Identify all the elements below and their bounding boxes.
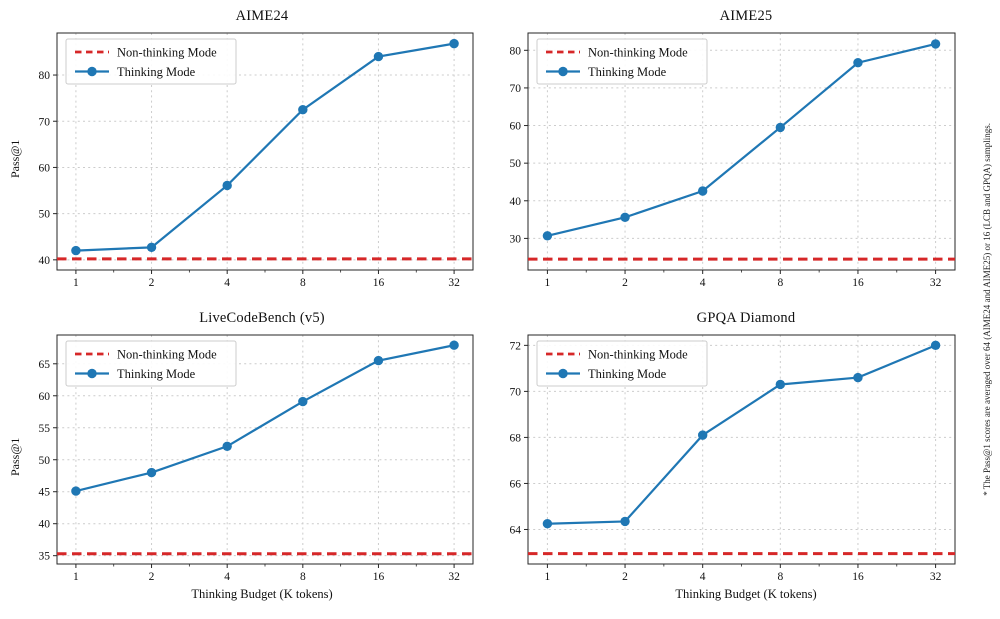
thinking-markers	[542, 340, 941, 529]
svg-text:60: 60	[39, 162, 51, 174]
svg-text:80: 80	[39, 70, 51, 82]
svg-text:1: 1	[545, 571, 551, 583]
plot-livecodebench: 35 40 45 50 55 60 65 1 2 4 8 16 32 Non-thinking Mode T…	[39, 334, 474, 583]
x-axis-label: Thinking Budget (K tokens)	[191, 587, 333, 601]
axis-ticks: 30 40 50 60 70 80 1 2 4 8 16 32	[510, 45, 942, 289]
svg-text:2: 2	[149, 277, 155, 289]
svg-text:1: 1	[545, 277, 551, 289]
chart-row: 64 66 68 70 72 1 2 4 8 16 32 Non-thinking Mode Think…	[494, 328, 964, 586]
thinking-line	[75, 344, 455, 493]
footnote-strip: * The Pass@1 scores are averaged over 64…	[974, 0, 1000, 619]
svg-text:68: 68	[510, 432, 522, 444]
thinking-line	[75, 42, 455, 252]
svg-text:4: 4	[224, 571, 230, 583]
chart-title-aime24: AIME24	[235, 8, 289, 24]
svg-text:35: 35	[39, 551, 51, 563]
svg-text:8: 8	[300, 571, 306, 583]
svg-text:50: 50	[510, 158, 522, 170]
axis-ticks: 35 40 45 50 55 60 65 1 2 4 8 16 32	[39, 359, 461, 583]
svg-text:70: 70	[510, 83, 522, 95]
svg-text:66: 66	[510, 478, 522, 490]
thinking-markers	[542, 39, 941, 241]
svg-text:64: 64	[510, 525, 522, 537]
svg-text:16: 16	[373, 277, 385, 289]
svg-text:4: 4	[700, 277, 706, 289]
chart-row: 30 40 50 60 70 80 1 2 4 8 16 32 Non-thinking Mode Thi…	[494, 26, 964, 292]
legend-label-non-thinking: Non-thinking Mode	[117, 347, 217, 361]
svg-text:60: 60	[510, 121, 522, 133]
svg-text:50: 50	[39, 209, 51, 221]
svg-text:4: 4	[700, 571, 706, 583]
svg-text:8: 8	[777, 277, 783, 289]
chart-row: Pass@1 35 40 45 50 55 60 65 1 2 4 8 16 32 Non-thinkin…	[8, 328, 482, 586]
svg-text:1: 1	[73, 571, 79, 583]
svg-text:55: 55	[39, 423, 51, 435]
x-axis-label: Thinking Budget (K tokens)	[675, 587, 817, 601]
svg-text:32: 32	[448, 571, 460, 583]
svg-text:30: 30	[510, 233, 522, 245]
chart-title-livecodebench: LiveCodeBench (v5)	[199, 310, 325, 326]
axis-ticks: 40 50 60 70 80 1 2 4 8 16 32	[39, 70, 461, 289]
svg-text:2: 2	[149, 571, 155, 583]
legend-label-non-thinking: Non-thinking Mode	[588, 45, 688, 59]
svg-text:32: 32	[930, 277, 942, 289]
chart-panel-livecodebench: LiveCodeBench (v5) Pass@1 35 40 45 50 55 60 65…	[8, 308, 482, 612]
legend-label-thinking: Thinking Mode	[117, 367, 196, 381]
plot-gpqa: 64 66 68 70 72 1 2 4 8 16 32 Non-thinking Mode Think…	[510, 334, 956, 583]
svg-text:4: 4	[224, 277, 230, 289]
legend: Non-thinking Mode Thinking Mode	[65, 340, 237, 387]
svg-text:2: 2	[622, 571, 628, 583]
legend-label-thinking: Thinking Mode	[588, 367, 667, 381]
footnote-text: * The Pass@1 scores are averaged over 64…	[982, 123, 992, 496]
svg-text:70: 70	[510, 386, 522, 398]
svg-text:60: 60	[39, 391, 51, 403]
svg-text:40: 40	[39, 255, 51, 267]
gridlines	[528, 33, 955, 270]
svg-text:50: 50	[39, 455, 51, 467]
svg-text:16: 16	[373, 571, 385, 583]
thinking-markers	[71, 38, 459, 256]
plot-aime24: 40 50 60 70 80 1 2 4 8 16 32 Non-thinking Mode Think…	[39, 32, 474, 289]
chart-row: Pass@1 40 50 60 70 80 1 2 4 8 16 32 Non-thinking Mo…	[8, 26, 482, 292]
thinking-markers	[71, 340, 459, 496]
svg-text:2: 2	[622, 277, 628, 289]
svg-text:8: 8	[777, 571, 783, 583]
y-axis-label: Pass@1	[8, 437, 22, 477]
thinking-line	[547, 42, 936, 237]
chart-panel-aime24: AIME24 Pass@1 40 50 60 70 80 1 2 4 8 16 32 Non-thin…	[8, 6, 482, 300]
legend: Non-thinking Mode Thinking Mode	[536, 340, 708, 387]
y-axis-label: Pass@1	[8, 139, 22, 179]
svg-text:1: 1	[73, 277, 79, 289]
legend-label-thinking: Thinking Mode	[117, 65, 196, 79]
chart-panel-gpqa: GPQA Diamond 64 66 68 70 72 1 2 4 8 16 32 Non-think…	[494, 308, 964, 612]
plot-aime25: 30 40 50 60 70 80 1 2 4 8 16 32 Non-thinking Mode Thi…	[510, 32, 956, 289]
legend: Non-thinking Mode Thinking Mode	[65, 38, 237, 85]
svg-text:32: 32	[930, 571, 942, 583]
axis-ticks: 64 66 68 70 72 1 2 4 8 16 32	[510, 340, 942, 583]
svg-text:16: 16	[852, 277, 864, 289]
svg-text:32: 32	[448, 277, 460, 289]
legend-label-non-thinking: Non-thinking Mode	[117, 45, 217, 59]
thinking-line	[547, 344, 937, 525]
legend-label-thinking: Thinking Mode	[588, 65, 667, 79]
charts-grid: AIME24 Pass@1 40 50 60 70 80 1 2 4 8 16 32 Non-thin…	[8, 6, 960, 612]
svg-text:40: 40	[510, 196, 522, 208]
svg-text:80: 80	[510, 45, 522, 57]
svg-text:72: 72	[510, 340, 522, 352]
chart-title-aime25: AIME25	[719, 8, 773, 24]
svg-text:40: 40	[39, 519, 51, 531]
chart-title-gpqa: GPQA Diamond	[696, 310, 796, 326]
svg-text:45: 45	[39, 487, 51, 499]
svg-text:16: 16	[852, 571, 864, 583]
legend: Non-thinking Mode Thinking Mode	[536, 38, 708, 85]
chart-panel-aime25: AIME25 30 40 50 60 70 80 1 2 4 8 16 32 Non-thinking …	[494, 6, 964, 300]
svg-text:65: 65	[39, 359, 51, 371]
svg-text:8: 8	[300, 277, 306, 289]
svg-text:70: 70	[39, 116, 51, 128]
legend-label-non-thinking: Non-thinking Mode	[588, 347, 688, 361]
